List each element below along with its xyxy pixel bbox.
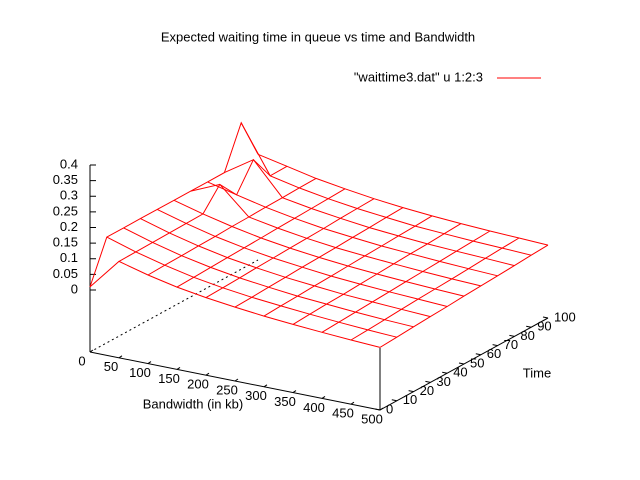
y-tick bbox=[475, 353, 481, 356]
y-tick-label: 70 bbox=[504, 337, 518, 352]
x-tick bbox=[205, 372, 210, 376]
surface-row bbox=[190, 183, 481, 287]
x-tick bbox=[147, 361, 152, 365]
x-tick bbox=[321, 395, 326, 399]
x-tick-label: 250 bbox=[216, 382, 238, 397]
y-tick bbox=[408, 390, 414, 393]
y-tick-label: 50 bbox=[470, 355, 484, 370]
axis-line bbox=[89, 259, 259, 353]
surface-column bbox=[350, 237, 520, 341]
surface-column bbox=[205, 198, 375, 299]
surface-column bbox=[234, 207, 404, 308]
x-tick-label: 450 bbox=[332, 406, 354, 421]
z-tick-label: 0 bbox=[71, 281, 78, 296]
y-tick bbox=[374, 408, 381, 411]
x-tick bbox=[263, 384, 268, 388]
x-tick-label: 300 bbox=[245, 388, 267, 403]
legend-label: "waittime3.dat" u 1:2:3 bbox=[354, 69, 483, 84]
x-tick-label: 100 bbox=[129, 365, 151, 380]
z-tick-label: 0.15 bbox=[53, 235, 78, 250]
y-tick-label: 40 bbox=[453, 365, 467, 380]
x-tick bbox=[379, 407, 384, 411]
surface-column bbox=[176, 188, 346, 288]
x-axis-label: Bandwidth (in kb) bbox=[143, 396, 243, 411]
y-tick bbox=[509, 334, 515, 337]
y-tick-label: 90 bbox=[537, 319, 551, 334]
x-tick bbox=[234, 378, 239, 382]
z-tick-label: 0.3 bbox=[60, 188, 78, 203]
y-tick-label: 10 bbox=[403, 392, 417, 407]
y-tick-label: 30 bbox=[436, 374, 450, 389]
y-tick-label: 60 bbox=[487, 346, 501, 361]
surface-row bbox=[207, 181, 498, 277]
surface-column bbox=[263, 215, 433, 317]
x-tick-label: 400 bbox=[303, 400, 325, 415]
y-tick bbox=[492, 344, 498, 347]
x-tick bbox=[350, 401, 355, 405]
y-tick bbox=[542, 316, 549, 319]
x-tick-label: 0 bbox=[78, 353, 85, 368]
z-tick-label: 0.4 bbox=[60, 156, 78, 171]
surface-column bbox=[321, 230, 491, 333]
x-tick-label: 500 bbox=[361, 411, 383, 426]
x-tick-label: 350 bbox=[274, 394, 296, 409]
z-tick-label: 0.35 bbox=[53, 172, 78, 187]
surface-column bbox=[147, 177, 317, 276]
x-tick-label: 150 bbox=[158, 371, 180, 386]
z-tick-label: 0.25 bbox=[53, 203, 78, 218]
x-tick-label: 50 bbox=[104, 359, 118, 374]
z-tick-label: 0.05 bbox=[53, 266, 78, 281]
y-tick-label: 80 bbox=[520, 328, 534, 343]
y-axis-label: Time bbox=[523, 365, 551, 380]
surface-row bbox=[240, 122, 532, 256]
surface-column bbox=[292, 223, 462, 325]
y-tick-label: 100 bbox=[554, 309, 576, 324]
x-tick bbox=[118, 355, 123, 359]
z-tick-label: 0.2 bbox=[60, 219, 78, 234]
y-tick bbox=[442, 371, 448, 374]
surface-column bbox=[118, 158, 288, 262]
x-tick bbox=[292, 390, 297, 394]
y-tick bbox=[526, 325, 532, 328]
y-tick bbox=[425, 380, 431, 383]
z-tick-label: 0.1 bbox=[60, 250, 78, 265]
x-tick bbox=[89, 349, 94, 353]
surface-row bbox=[89, 260, 381, 348]
surface-column bbox=[379, 244, 549, 348]
x-tick-label: 200 bbox=[187, 377, 209, 392]
y-tick-label: 0 bbox=[386, 401, 393, 416]
y-tick bbox=[391, 399, 397, 402]
y-tick bbox=[458, 362, 465, 365]
chart-title: Expected waiting time in queue vs time a… bbox=[161, 29, 475, 44]
y-tick-label: 20 bbox=[420, 383, 434, 398]
surface-column bbox=[89, 121, 259, 288]
x-tick bbox=[176, 366, 181, 370]
surface-row bbox=[257, 153, 549, 246]
